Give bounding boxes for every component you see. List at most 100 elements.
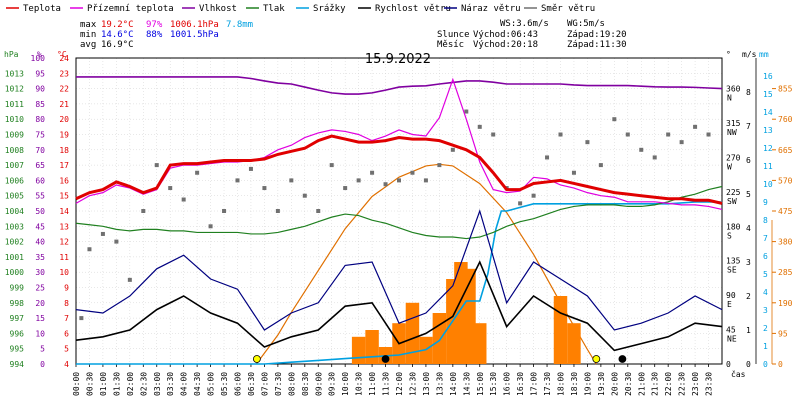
wind-direction-point bbox=[154, 163, 159, 168]
legend-label-smer-vetru: Směr větru bbox=[541, 4, 595, 14]
axis-unit-ms: m/s bbox=[742, 50, 757, 59]
stats-max-rain: 7.8mm bbox=[226, 20, 253, 30]
tick-dir-name: SW bbox=[727, 197, 737, 206]
tick-wm2: 285 bbox=[778, 268, 793, 277]
series-naraz-vetru bbox=[75, 209, 723, 331]
tick-time: 07:00 bbox=[260, 372, 269, 396]
tick-celsius: 13 bbox=[59, 222, 69, 231]
wind-direction-point bbox=[181, 197, 186, 202]
tick-time: 11:30 bbox=[382, 372, 391, 396]
wind-direction-point bbox=[545, 155, 550, 160]
tick-celsius: 24 bbox=[59, 54, 69, 63]
info-moonrise: Východ:20:18 bbox=[473, 40, 538, 50]
tick-celsius: 15 bbox=[59, 192, 69, 201]
tick-celsius: 22 bbox=[59, 85, 69, 94]
tick-dir: 225 bbox=[726, 188, 741, 197]
tick-hpa: 1001 bbox=[5, 253, 24, 262]
wind-direction-point bbox=[612, 117, 617, 122]
tick-celsius: 19 bbox=[59, 131, 69, 140]
axes: 9949959969979989991000100110021003100410… bbox=[5, 54, 793, 396]
tick-pct: 50 bbox=[35, 207, 45, 216]
tick-hpa: 1013 bbox=[5, 69, 24, 78]
info-wind-gust: WG:5m/s bbox=[567, 19, 605, 29]
tick-time: 23:30 bbox=[705, 372, 714, 396]
tick-time: 20:30 bbox=[624, 372, 633, 396]
wind-direction-point bbox=[585, 140, 590, 145]
tick-pct: 40 bbox=[35, 238, 45, 247]
wind-direction-point bbox=[262, 186, 267, 191]
rain-intensity-bar bbox=[473, 323, 487, 364]
wind-direction-point bbox=[666, 132, 671, 137]
tick-celsius: 18 bbox=[59, 146, 69, 155]
tick-pct: 30 bbox=[35, 268, 45, 277]
tick-celsius: 7 bbox=[64, 314, 69, 323]
stats-min-press: 1001.5hPa bbox=[170, 30, 219, 40]
tick-dir-name: W bbox=[727, 162, 732, 171]
tick-pct: 100 bbox=[31, 54, 46, 63]
chart-title: 15.9.2022 bbox=[365, 52, 431, 67]
tick-time: 00:00 bbox=[72, 372, 81, 396]
tick-dir: 0 bbox=[726, 360, 731, 369]
tick-time: 04:30 bbox=[193, 372, 202, 396]
tick-hpa: 1004 bbox=[5, 207, 24, 216]
tick-wm2: 855 bbox=[778, 85, 793, 94]
tick-time: 21:00 bbox=[637, 372, 646, 396]
tick-celsius: 14 bbox=[59, 207, 69, 216]
tick-time: 12:00 bbox=[395, 372, 404, 396]
tick-wm2: 95 bbox=[778, 329, 788, 338]
tick-pct: 95 bbox=[35, 69, 45, 78]
tick-dir: 135 bbox=[726, 257, 741, 266]
plot-area bbox=[75, 76, 723, 365]
tick-wm2: 570 bbox=[778, 176, 793, 185]
axis-unit-mm: mm bbox=[759, 50, 769, 59]
tick-mm: 3 bbox=[763, 306, 768, 315]
series-prizemni-teplota bbox=[75, 77, 723, 211]
series-tlak bbox=[75, 185, 723, 240]
tick-hpa: 1000 bbox=[5, 268, 24, 277]
tick-ms: 5 bbox=[746, 190, 751, 199]
tick-hpa: 996 bbox=[10, 329, 25, 338]
grid bbox=[75, 57, 722, 365]
tick-celsius: 4 bbox=[64, 360, 69, 369]
stats-max-temp: 19.2°C bbox=[101, 20, 134, 30]
axis-unit-hpa: hPa bbox=[4, 50, 19, 59]
tick-mm: 9 bbox=[763, 198, 768, 207]
legend-label-srazky: Srážky bbox=[313, 4, 346, 14]
tick-time: 10:30 bbox=[355, 372, 364, 396]
rain-intensity-bar bbox=[351, 336, 366, 364]
tick-hpa: 1007 bbox=[5, 161, 24, 170]
tick-time: 02:30 bbox=[139, 372, 148, 396]
tick-dir-name: S bbox=[727, 231, 732, 240]
wind-direction-point bbox=[356, 178, 361, 183]
legend-label-naraz-vetru: Náraz větru bbox=[461, 4, 521, 14]
legend-label-teplota: Teplota bbox=[23, 4, 61, 14]
wind-direction-point bbox=[141, 209, 146, 213]
tick-mm: 2 bbox=[763, 324, 768, 333]
info-block: WS:3.6m/s WG:5m/s Slunce Východ:06:43 Zá… bbox=[437, 19, 627, 50]
wind-direction-point bbox=[289, 178, 294, 183]
tick-dir: 90 bbox=[726, 291, 736, 300]
wind-direction-point bbox=[450, 147, 455, 152]
tick-mm: 16 bbox=[763, 72, 773, 81]
wind-direction-point bbox=[383, 182, 388, 187]
tick-pct: 60 bbox=[35, 176, 45, 185]
x-axis-label: čas bbox=[731, 369, 746, 379]
tick-hpa: 1011 bbox=[5, 100, 24, 109]
wind-direction-point bbox=[397, 178, 401, 183]
legend: Teplota Přízemní teplota Vlhkost Tlak Sr… bbox=[6, 4, 595, 14]
tick-hpa: 994 bbox=[10, 360, 25, 369]
wind-direction-point bbox=[222, 209, 227, 213]
info-sunset: Západ:19:20 bbox=[567, 30, 627, 40]
tick-ms: 3 bbox=[746, 258, 751, 267]
wind-direction-point bbox=[598, 163, 603, 168]
rain-intensity-bar bbox=[462, 268, 476, 364]
info-moon-label: Měsíc bbox=[437, 40, 464, 50]
tick-pct: 65 bbox=[35, 161, 45, 170]
tick-time: 11:00 bbox=[368, 372, 377, 396]
series-solar-radiation bbox=[255, 163, 597, 365]
stats-min-temp: 14.6°C bbox=[101, 30, 134, 40]
series-srazky bbox=[76, 201, 722, 365]
tick-mm: 12 bbox=[763, 144, 773, 153]
tick-ms: 4 bbox=[746, 224, 751, 233]
